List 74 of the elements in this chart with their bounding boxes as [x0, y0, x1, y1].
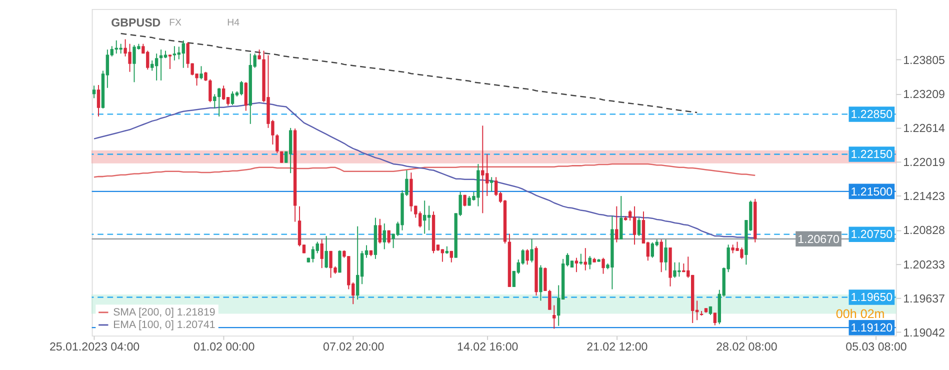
candlestick	[356, 226, 360, 300]
y-tick-label: 1.23209	[903, 89, 945, 102]
ref-line-label: 1.19650	[850, 292, 893, 304]
ref-line-label: 1.20670	[798, 234, 840, 246]
x-tick-label: 25.01.2023 04:00	[49, 342, 140, 354]
candlestick	[544, 267, 547, 292]
candlestick	[240, 80, 244, 96]
candlestick	[526, 248, 529, 266]
candlestick	[172, 46, 176, 61]
candlestick	[222, 85, 226, 100]
candlestick	[311, 246, 315, 263]
candlestick	[490, 176, 494, 192]
candlestick	[574, 257, 578, 273]
candlestick	[602, 257, 605, 274]
x-tick-label: 28.02 08:00	[716, 342, 778, 354]
x-tick-label: 14.02 16:00	[457, 342, 518, 354]
y-tick-label: 1.22614	[903, 123, 946, 136]
candlestick	[258, 49, 261, 60]
line-series	[120, 32, 698, 114]
candlestick	[92, 85, 96, 99]
annotation: H4	[227, 17, 240, 28]
candlestick	[637, 217, 641, 237]
candlestick	[440, 248, 444, 262]
x-tick-label: 21.02 12:00	[586, 342, 648, 354]
y-tick-label: 1.22019	[903, 157, 945, 170]
candlestick	[324, 236, 328, 269]
candlestick	[230, 90, 234, 106]
x-tick-label: 07.02 20:00	[323, 342, 384, 354]
candlestick	[154, 53, 158, 81]
candlestick	[378, 218, 382, 244]
candlestick	[204, 71, 208, 82]
text: GBPUSD	[111, 17, 161, 30]
candlestick	[182, 40, 185, 68]
candlestick	[200, 66, 203, 80]
line-series	[93, 163, 756, 178]
y-tick-label: 1.20233	[903, 259, 945, 272]
x-tick-label: 05.03 08:00	[846, 342, 907, 354]
y-tick-label: 1.21423	[903, 191, 945, 204]
ref-line-label: 1.19120	[850, 322, 893, 334]
candlestick	[615, 206, 618, 243]
candlestick	[632, 206, 636, 246]
ref-line-label: 1.20750	[850, 229, 893, 242]
candlestick	[530, 238, 534, 263]
y-tick-label: 1.23805	[903, 54, 945, 67]
ref-line-label: 1.21500	[850, 186, 893, 198]
candlestick	[382, 222, 386, 250]
candlestick	[96, 84, 100, 117]
candlestick	[338, 250, 342, 274]
ref-line-label: 1.22150	[850, 149, 893, 162]
candlestick	[244, 82, 248, 112]
candlestick	[119, 43, 122, 54]
candlestick	[168, 54, 172, 70]
candlestick	[208, 78, 212, 103]
candlestick	[664, 239, 668, 271]
candlestick	[481, 125, 484, 214]
y-tick-label: 1.19042	[903, 327, 945, 340]
candlestick	[276, 134, 279, 154]
candlestick	[548, 289, 552, 310]
ref-line-label: 1.22850	[850, 109, 893, 122]
candlestick	[620, 196, 623, 240]
candlestick	[320, 239, 324, 269]
candlestick	[387, 230, 390, 244]
y-tick-label: 1.20828	[903, 225, 945, 238]
candlestick	[713, 312, 717, 326]
annotation: FX	[169, 17, 182, 28]
candlestick	[552, 304, 556, 330]
annotation: 00h 02m	[836, 307, 885, 322]
candlestick	[150, 60, 154, 72]
candlestick	[660, 239, 663, 273]
x-tick-label: 01.02 00:00	[193, 342, 255, 354]
legend-label: SMA [200, 0] 1.21819	[113, 306, 216, 318]
y-tick-label: 1.19637	[903, 293, 945, 306]
candlestick	[422, 200, 426, 234]
legend-label: EMA [100, 0] 1.20741	[113, 318, 216, 331]
